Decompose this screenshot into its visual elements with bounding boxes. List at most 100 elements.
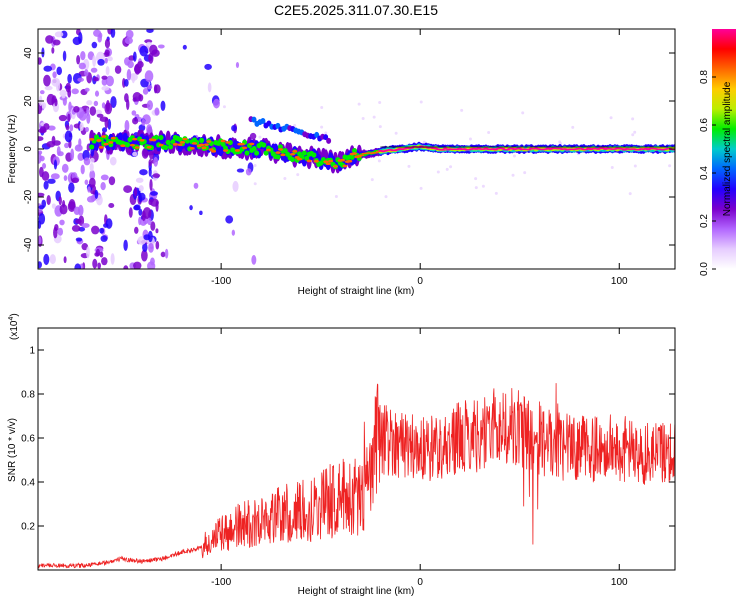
- noise-blob: [114, 65, 122, 74]
- noise-blob: [377, 159, 381, 163]
- noise-blob: [79, 122, 84, 132]
- y-tick-label: 0.4: [21, 478, 35, 489]
- ridge-blob: [120, 144, 126, 148]
- noise-blob: [124, 119, 130, 132]
- noise-blob: [83, 157, 91, 166]
- ridge-blob: [165, 139, 171, 145]
- noise-blob: [138, 124, 146, 132]
- noise-blob: [110, 96, 117, 108]
- noise-blob: [89, 157, 95, 163]
- noise-blob: [127, 60, 134, 69]
- ridge-blob: [94, 141, 100, 151]
- x-tick-label: 100: [611, 577, 628, 588]
- ridge-blob: [151, 138, 157, 142]
- ridge-blob: [340, 158, 346, 162]
- noise-blob: [86, 246, 90, 259]
- noise-blob: [147, 217, 152, 226]
- ridge-blob: [199, 143, 205, 147]
- noise-blob: [78, 32, 83, 44]
- noise-blob: [134, 226, 139, 234]
- noise-blob: [148, 242, 154, 253]
- noise-blob: [71, 225, 81, 232]
- ridge-blob: [189, 146, 195, 150]
- spectrogram-blobs: [38, 29, 675, 269]
- noise-blob: [212, 98, 220, 109]
- noise-blob: [51, 47, 55, 54]
- noise-blob: [50, 173, 60, 180]
- noise-blob: [523, 171, 527, 175]
- noise-blob: [59, 219, 65, 226]
- ridge-blob: [292, 150, 298, 153]
- noise-blob: [87, 186, 91, 193]
- x-tick-label: 100: [611, 276, 628, 287]
- noise-blob: [394, 131, 398, 135]
- colorbar-tick-label: 0.6: [699, 118, 710, 132]
- y-tick-label: -40: [23, 237, 34, 252]
- noise-blob: [361, 117, 365, 121]
- snr-background: [38, 328, 675, 570]
- noise-blob: [71, 88, 79, 95]
- noise-blob: [133, 261, 142, 269]
- noise-blob: [407, 164, 411, 168]
- noise-blob: [101, 75, 108, 80]
- noise-blob: [153, 156, 159, 167]
- noise-blob: [148, 199, 153, 206]
- ridge-blob: [132, 137, 138, 141]
- ridge-blob: [182, 137, 188, 141]
- noise-blob: [59, 204, 68, 215]
- noise-blob: [53, 226, 58, 239]
- noise-blob: [86, 196, 96, 203]
- noise-blob: [436, 170, 440, 174]
- ridge-blob: [442, 147, 448, 150]
- colorbar-tick-label: 0.2: [699, 214, 710, 228]
- noise-blob: [78, 62, 87, 70]
- noise-blob: [43, 253, 50, 266]
- ridge-blob: [301, 150, 307, 156]
- noise-blob: [109, 156, 117, 166]
- x-tick-label: -100: [211, 276, 231, 287]
- noise-blob: [468, 137, 472, 141]
- noise-blob: [138, 94, 144, 102]
- noise-blob: [668, 164, 672, 168]
- noise-blob: [94, 189, 99, 199]
- ridge-blob: [373, 151, 379, 154]
- ridge-blob: [328, 159, 334, 163]
- noise-blob: [152, 173, 161, 178]
- ridge-blob: [163, 144, 169, 151]
- noise-blob: [494, 191, 498, 195]
- noise-blob: [84, 126, 89, 133]
- noise-blob: [97, 34, 102, 43]
- ridge-blob: [297, 157, 303, 161]
- noise-blob: [104, 57, 108, 64]
- noise-blob: [43, 180, 49, 190]
- noise-blob: [144, 70, 154, 83]
- y-tick-label: 0.8: [21, 390, 35, 401]
- noise-blob: [512, 154, 516, 158]
- noise-blob: [142, 87, 149, 95]
- ridge-blob: [96, 139, 102, 142]
- noise-blob: [59, 89, 67, 97]
- noise-blob: [149, 191, 159, 196]
- noise-blob: [231, 229, 236, 236]
- ridge-blob: [225, 141, 231, 144]
- noise-blob: [149, 149, 154, 160]
- noise-blob: [56, 66, 63, 76]
- noise-blob: [378, 101, 382, 105]
- ridge-blob: [170, 139, 176, 145]
- ridge-blob: [242, 146, 248, 150]
- ridge-blob: [289, 152, 295, 156]
- noise-blob: [91, 225, 100, 235]
- noise-blob: [100, 235, 108, 242]
- noise-blob: [75, 237, 83, 242]
- ridge-blob: [158, 143, 164, 147]
- noise-blob: [628, 192, 632, 196]
- ridge-blob: [583, 148, 589, 151]
- noise-blob: [384, 195, 388, 199]
- y-tick-label: 0: [23, 146, 34, 152]
- noise-blob: [73, 105, 80, 113]
- noise-blob: [123, 265, 129, 269]
- noise-blob: [445, 167, 449, 171]
- colorbar-gradient: [712, 29, 736, 269]
- noise-blob: [92, 258, 98, 269]
- noise-blob: [76, 54, 81, 65]
